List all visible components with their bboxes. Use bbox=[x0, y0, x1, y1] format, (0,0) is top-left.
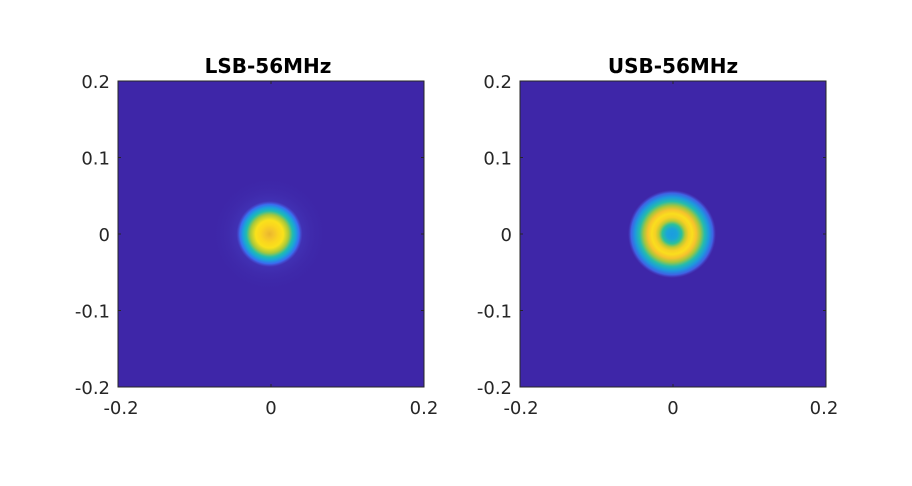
ring-left bbox=[236, 201, 303, 267]
y-tick-label: 0.2 bbox=[81, 72, 110, 93]
y-tick-label: -0.1 bbox=[477, 302, 512, 323]
y-tick-label: 0 bbox=[99, 225, 110, 246]
y-tick-label: -0.1 bbox=[75, 302, 110, 323]
tick-marks-right bbox=[519, 80, 827, 388]
y-tick-labels-right: 0.2 0.1 0 -0.1 -0.2 bbox=[477, 72, 512, 399]
y-tick-labels-left: 0.2 0.1 0 -0.1 -0.2 bbox=[75, 72, 110, 399]
x-tick-labels-left: -0.2 0 0.2 bbox=[103, 398, 438, 419]
heatmap-panel-left: LSB-56MHz bbox=[75, 54, 438, 419]
y-tick-label: -0.2 bbox=[75, 378, 110, 399]
x-tick-label: -0.2 bbox=[103, 398, 138, 419]
chart-title-left: LSB-56MHz bbox=[205, 54, 332, 78]
x-tick-label: 0 bbox=[265, 398, 276, 419]
y-tick-label: 0 bbox=[501, 225, 512, 246]
y-tick-label: 0.2 bbox=[483, 72, 512, 93]
x-tick-label: 0 bbox=[667, 398, 678, 419]
heatmap-left bbox=[117, 80, 425, 388]
x-tick-labels-right: -0.2 0 0.2 bbox=[503, 398, 838, 419]
x-tick-label: 0.2 bbox=[810, 398, 839, 419]
heatmap-right bbox=[519, 80, 827, 388]
x-tick-label: -0.2 bbox=[503, 398, 538, 419]
y-tick-label: -0.2 bbox=[477, 378, 512, 399]
chart-title-right: USB-56MHz bbox=[608, 54, 738, 78]
ring-right bbox=[628, 190, 716, 278]
y-tick-label: 0.1 bbox=[81, 149, 110, 170]
heatmap-panel-right: USB-56MHz bbox=[477, 54, 838, 419]
x-tick-label: 0.2 bbox=[410, 398, 439, 419]
tick-marks-left bbox=[117, 80, 425, 388]
y-tick-label: 0.1 bbox=[483, 149, 512, 170]
